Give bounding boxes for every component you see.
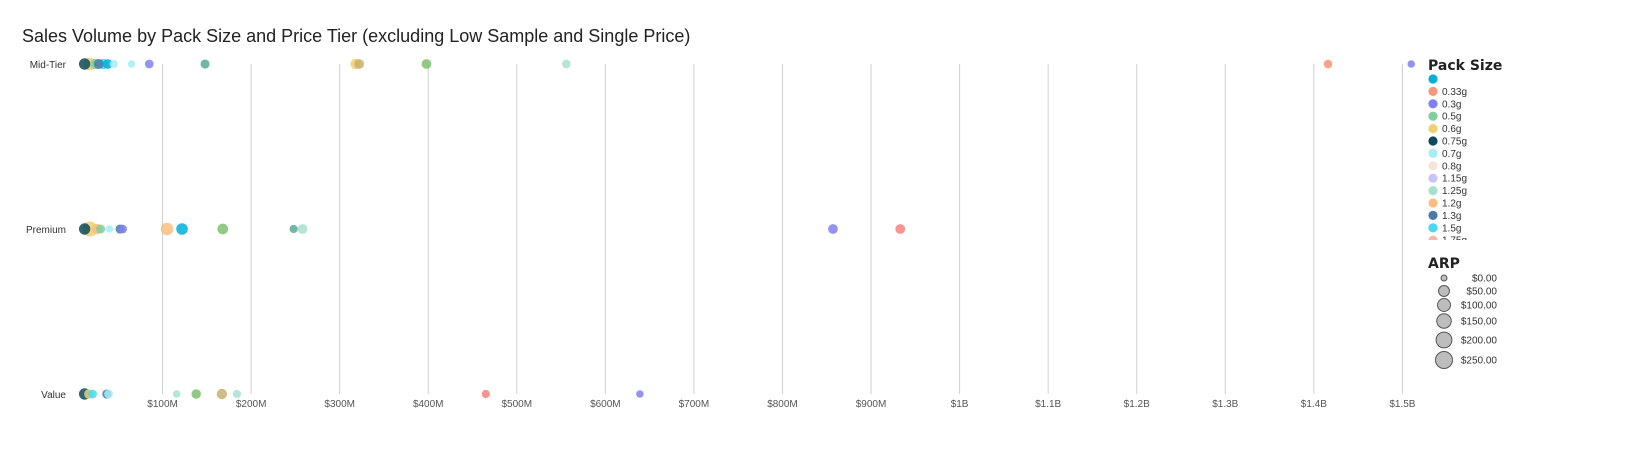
legend-label: 0.3g — [1442, 99, 1461, 110]
legend-swatch — [1428, 86, 1438, 96]
legend-swatch — [1428, 148, 1438, 158]
legend-swatch — [1428, 173, 1438, 183]
data-point[interactable] — [562, 59, 571, 69]
x-tick-label: $1B — [951, 399, 969, 410]
x-tick-label: $1.3B — [1212, 399, 1238, 410]
data-point[interactable] — [160, 222, 174, 236]
data-point[interactable] — [232, 389, 242, 399]
arp-legend-label: $0.00 — [1472, 274, 1497, 285]
x-tick-label: $900M — [856, 399, 887, 410]
legend-label: 1.3g — [1442, 211, 1461, 222]
x-tick-label: $600M — [590, 399, 621, 410]
pack-size-legend-title: Pack Size — [1428, 58, 1502, 74]
arp-legend-label: $50.00 — [1466, 287, 1497, 298]
arp-legend-label: $150.00 — [1461, 317, 1498, 328]
data-point[interactable] — [289, 224, 298, 234]
legend-label: 0.75g — [1442, 137, 1467, 148]
data-point[interactable] — [1323, 59, 1333, 69]
legend-swatch — [1428, 111, 1438, 121]
legend-label: 1.2g — [1442, 199, 1461, 210]
data-point[interactable] — [216, 388, 228, 400]
x-tick-label: $200M — [236, 399, 267, 410]
category-label: Value — [41, 390, 66, 401]
data-point[interactable] — [297, 224, 308, 234]
legend-label: 0.5g — [1442, 112, 1461, 123]
x-tick-label: $100M — [147, 399, 178, 410]
legend-label: 0.33g — [1442, 87, 1467, 98]
x-axis-tick-labels: $100M $200M $300M $400M $500M $600M $700M $800M… — [147, 399, 1416, 410]
legend-swatch — [1428, 136, 1438, 146]
gridlines — [162, 64, 1403, 394]
legend-label: 0.7g — [1442, 149, 1461, 160]
data-point[interactable] — [118, 224, 128, 234]
x-tick-label: $1.4B — [1301, 399, 1327, 410]
arp-legend-label: $100.00 — [1461, 301, 1498, 312]
arp-size-swatch — [1437, 298, 1451, 312]
legend-swatch — [1428, 198, 1438, 208]
legend-label: 0.6g — [1442, 124, 1461, 135]
data-point[interactable] — [481, 389, 490, 399]
arp-legend-label: $250.00 — [1461, 356, 1498, 367]
arp-legend-title: ARP — [1428, 256, 1460, 272]
category-labels: Mid-Tier Premium Value — [26, 60, 67, 401]
category-label: Premium — [26, 225, 66, 236]
data-point[interactable] — [93, 58, 104, 70]
legend-swatch — [1428, 124, 1438, 134]
data-point[interactable] — [191, 389, 201, 399]
x-tick-label: $500M — [502, 399, 533, 410]
category-label: Mid-Tier — [30, 60, 67, 71]
data-point[interactable] — [176, 223, 188, 235]
x-tick-label: $1.2B — [1124, 399, 1150, 410]
arp-size-swatch — [1436, 313, 1452, 329]
x-tick-label: $300M — [324, 399, 355, 410]
legend-label: 1.25g — [1442, 186, 1467, 197]
arp-legend-label: $200.00 — [1461, 336, 1498, 347]
x-tick-label: $1.1B — [1035, 399, 1061, 410]
x-tick-label: $700M — [679, 399, 710, 410]
legend-swatch — [1428, 161, 1438, 171]
data-point[interactable] — [104, 389, 113, 399]
arp-size-swatch — [1440, 274, 1448, 282]
x-tick-label: $1.5B — [1389, 399, 1415, 410]
legend-swatch — [1428, 74, 1438, 84]
legend-label: 1.75g — [1442, 236, 1467, 247]
legend-swatch — [1428, 235, 1438, 240]
data-point[interactable] — [88, 389, 97, 399]
data-point[interactable] — [78, 223, 91, 235]
data-point[interactable] — [78, 58, 91, 70]
arp-size-swatch — [1435, 351, 1453, 369]
data-point[interactable] — [102, 59, 113, 69]
legend-swatch — [1428, 186, 1438, 196]
data-points[interactable] — [78, 57, 1416, 400]
chart-title: Sales Volume by Pack Size and Price Tier… — [22, 26, 691, 46]
data-point[interactable] — [217, 223, 229, 235]
legend-swatch — [1428, 223, 1438, 233]
data-point[interactable] — [828, 224, 838, 234]
data-point[interactable] — [127, 60, 136, 68]
legend-swatch — [1428, 99, 1438, 109]
data-point[interactable] — [109, 59, 118, 69]
legend-label: 1.5g — [1442, 223, 1461, 234]
x-tick-label: $800M — [767, 399, 798, 410]
x-tick-label: $400M — [413, 399, 444, 410]
arp-size-swatch — [1438, 285, 1450, 297]
data-point[interactable] — [636, 390, 644, 398]
data-point[interactable] — [144, 59, 154, 69]
data-point[interactable] — [354, 59, 365, 69]
data-point[interactable] — [105, 225, 114, 233]
data-point[interactable] — [96, 224, 106, 234]
data-point[interactable] — [895, 224, 906, 234]
data-point[interactable] — [172, 390, 181, 398]
arp-size-swatch — [1435, 331, 1453, 349]
legend-label: 1.15g — [1442, 174, 1467, 185]
data-point[interactable] — [421, 59, 432, 69]
legend-label: 0.8g — [1442, 161, 1461, 172]
data-point[interactable] — [200, 59, 210, 69]
data-point[interactable] — [1407, 60, 1416, 68]
legend-swatch — [1428, 210, 1438, 220]
